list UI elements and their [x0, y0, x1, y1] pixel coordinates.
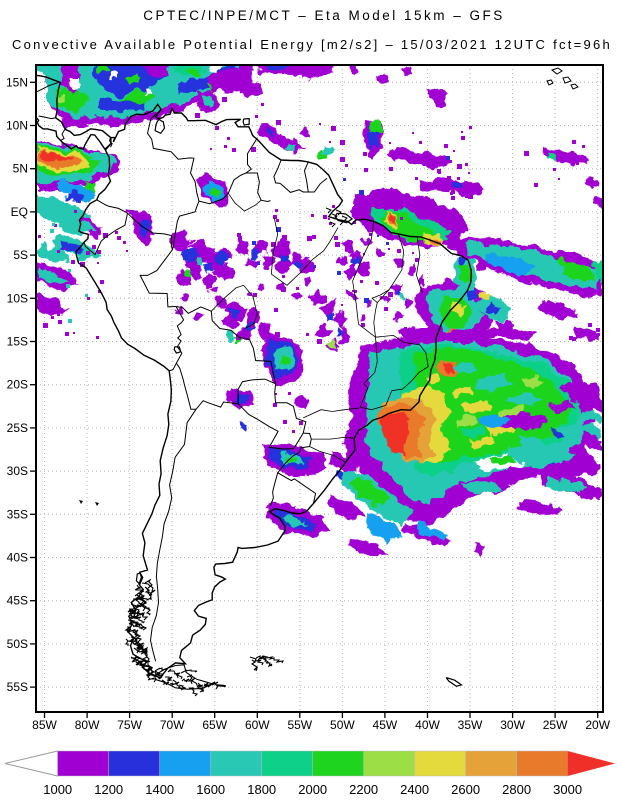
svg-text:35S: 35S — [7, 507, 28, 521]
svg-text:1400: 1400 — [145, 782, 174, 797]
svg-text:1000: 1000 — [43, 782, 72, 797]
svg-text:65W: 65W — [202, 718, 227, 732]
svg-text:25S: 25S — [7, 421, 28, 435]
svg-text:20S: 20S — [7, 378, 28, 392]
svg-text:80W: 80W — [75, 718, 100, 732]
svg-text:10N: 10N — [6, 119, 28, 133]
svg-text:EQ: EQ — [11, 205, 28, 219]
svg-text:5N: 5N — [13, 162, 28, 176]
svg-text:30S: 30S — [7, 464, 28, 478]
svg-text:55W: 55W — [287, 718, 312, 732]
svg-text:55S: 55S — [7, 680, 28, 694]
svg-text:1800: 1800 — [247, 782, 276, 797]
svg-text:15N: 15N — [6, 75, 28, 89]
svg-text:20W: 20W — [585, 718, 610, 732]
svg-text:30W: 30W — [500, 718, 525, 732]
svg-text:1600: 1600 — [196, 782, 225, 797]
svg-text:50S: 50S — [7, 637, 28, 651]
svg-text:10S: 10S — [7, 291, 28, 305]
svg-text:45S: 45S — [7, 594, 28, 608]
svg-text:60W: 60W — [245, 718, 270, 732]
svg-text:35W: 35W — [458, 718, 483, 732]
svg-text:5S: 5S — [13, 248, 28, 262]
svg-text:2200: 2200 — [349, 782, 378, 797]
svg-text:25W: 25W — [543, 718, 568, 732]
svg-text:1200: 1200 — [94, 782, 123, 797]
svg-text:Convective Available Potential: Convective Available Potential Energy [m… — [12, 37, 612, 52]
svg-text:40W: 40W — [415, 718, 440, 732]
svg-text:2000: 2000 — [298, 782, 327, 797]
svg-text:85W: 85W — [32, 718, 57, 732]
svg-text:50W: 50W — [330, 718, 355, 732]
svg-text:15S: 15S — [7, 335, 28, 349]
svg-text:2800: 2800 — [502, 782, 531, 797]
svg-text:75W: 75W — [117, 718, 142, 732]
svg-text:CPTEC/INPE/MCT – Eta Model 15: CPTEC/INPE/MCT – Eta Model 15km – GFS — [143, 8, 505, 23]
svg-text:3000: 3000 — [553, 782, 582, 797]
svg-text:2600: 2600 — [451, 782, 480, 797]
svg-text:2400: 2400 — [400, 782, 429, 797]
svg-text:40S: 40S — [7, 551, 28, 565]
svg-text:45W: 45W — [373, 718, 398, 732]
svg-text:70W: 70W — [160, 718, 185, 732]
